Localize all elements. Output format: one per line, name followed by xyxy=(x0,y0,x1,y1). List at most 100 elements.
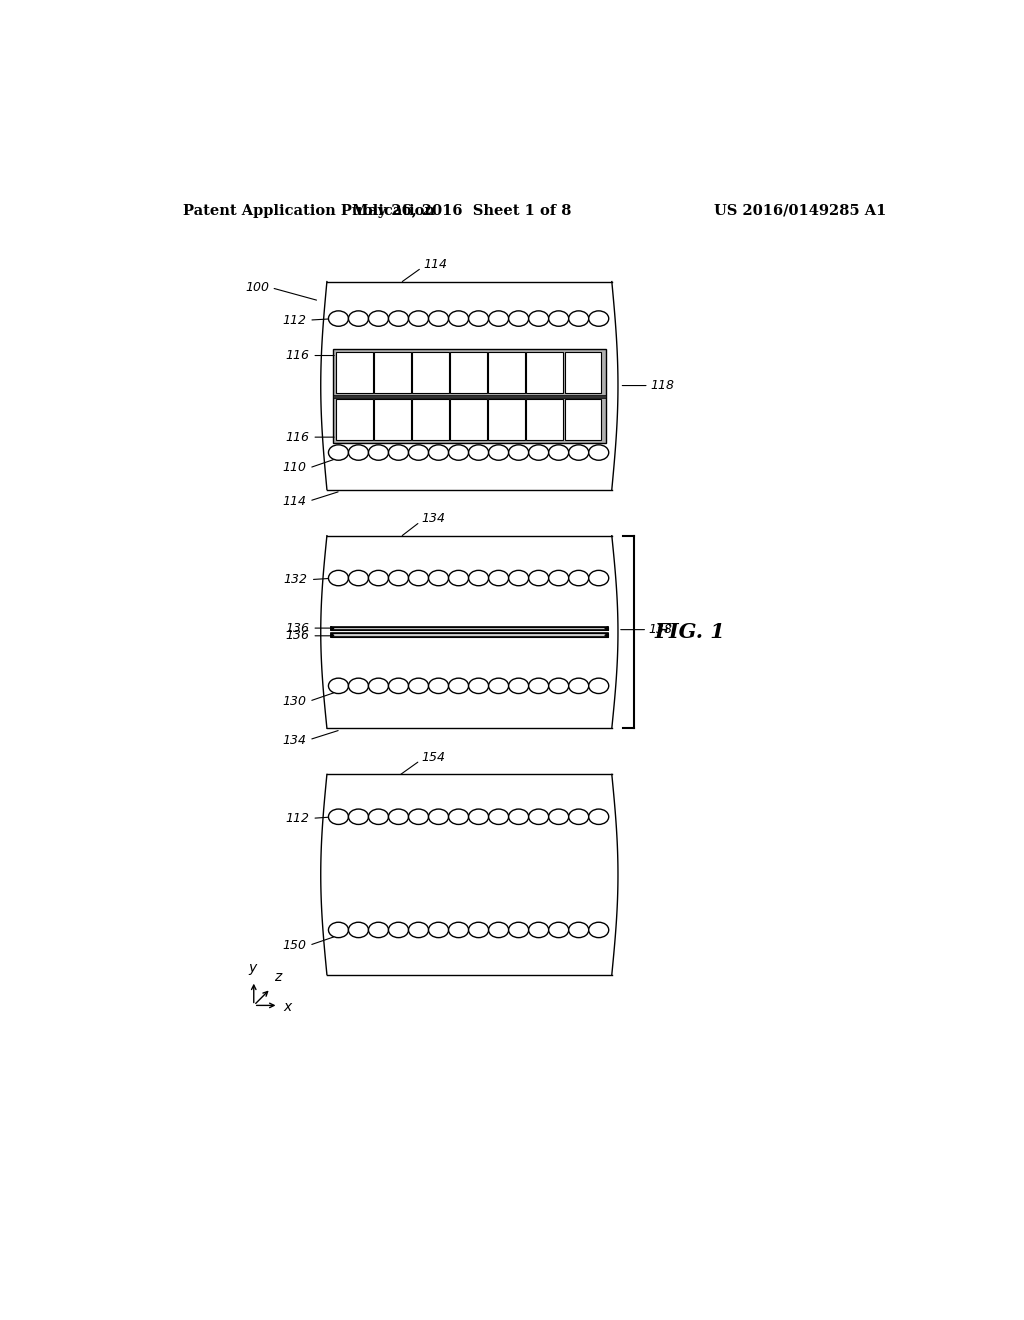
Text: 116: 116 xyxy=(286,430,309,444)
Ellipse shape xyxy=(409,923,429,937)
Ellipse shape xyxy=(429,445,449,461)
Bar xyxy=(564,400,601,441)
Text: 136: 136 xyxy=(286,622,309,635)
Bar xyxy=(374,400,411,441)
Bar xyxy=(526,352,563,393)
Ellipse shape xyxy=(509,809,528,825)
Ellipse shape xyxy=(449,312,469,326)
Text: y: y xyxy=(248,961,256,974)
Bar xyxy=(333,395,605,397)
Ellipse shape xyxy=(348,312,369,326)
Ellipse shape xyxy=(528,445,549,461)
Ellipse shape xyxy=(568,923,589,937)
Ellipse shape xyxy=(409,445,429,461)
Polygon shape xyxy=(605,634,608,638)
Ellipse shape xyxy=(469,445,488,461)
Ellipse shape xyxy=(488,923,509,937)
Ellipse shape xyxy=(509,923,528,937)
Bar xyxy=(336,352,373,393)
Text: 116: 116 xyxy=(286,348,309,362)
Ellipse shape xyxy=(329,923,348,937)
Ellipse shape xyxy=(388,570,409,586)
Ellipse shape xyxy=(369,809,388,825)
Text: 100: 100 xyxy=(245,281,269,294)
Ellipse shape xyxy=(589,312,608,326)
Ellipse shape xyxy=(369,570,388,586)
Ellipse shape xyxy=(589,678,608,693)
Bar xyxy=(336,400,373,441)
Ellipse shape xyxy=(329,570,348,586)
Bar xyxy=(488,352,525,393)
Ellipse shape xyxy=(369,678,388,693)
Ellipse shape xyxy=(348,445,369,461)
Text: x: x xyxy=(283,1001,291,1014)
Ellipse shape xyxy=(568,312,589,326)
Bar xyxy=(526,400,563,441)
Ellipse shape xyxy=(589,809,608,825)
Ellipse shape xyxy=(568,678,589,693)
Ellipse shape xyxy=(528,570,549,586)
Bar xyxy=(374,352,411,393)
Text: 118: 118 xyxy=(650,379,675,392)
Text: 132: 132 xyxy=(284,573,307,586)
Ellipse shape xyxy=(429,678,449,693)
Ellipse shape xyxy=(469,678,488,693)
Bar xyxy=(331,634,608,638)
Ellipse shape xyxy=(429,570,449,586)
Ellipse shape xyxy=(469,312,488,326)
Text: 150: 150 xyxy=(283,939,306,952)
Ellipse shape xyxy=(429,312,449,326)
Text: 136: 136 xyxy=(286,630,309,643)
Polygon shape xyxy=(331,627,334,631)
Text: 154: 154 xyxy=(422,751,445,764)
Bar xyxy=(564,352,601,393)
Ellipse shape xyxy=(589,445,608,461)
Ellipse shape xyxy=(549,923,568,937)
Ellipse shape xyxy=(568,570,589,586)
Ellipse shape xyxy=(528,678,549,693)
Ellipse shape xyxy=(469,923,488,937)
Ellipse shape xyxy=(469,809,488,825)
Ellipse shape xyxy=(549,445,568,461)
Ellipse shape xyxy=(429,809,449,825)
Ellipse shape xyxy=(449,570,469,586)
Ellipse shape xyxy=(369,445,388,461)
Ellipse shape xyxy=(409,570,429,586)
Ellipse shape xyxy=(449,445,469,461)
Ellipse shape xyxy=(388,312,409,326)
Bar xyxy=(327,281,611,490)
Ellipse shape xyxy=(488,678,509,693)
Bar xyxy=(413,352,449,393)
Ellipse shape xyxy=(409,312,429,326)
Ellipse shape xyxy=(488,809,509,825)
Ellipse shape xyxy=(568,445,589,461)
Bar xyxy=(451,400,486,441)
Ellipse shape xyxy=(509,445,528,461)
Ellipse shape xyxy=(549,570,568,586)
Ellipse shape xyxy=(469,570,488,586)
Ellipse shape xyxy=(348,570,369,586)
Text: 114: 114 xyxy=(423,259,447,271)
Bar xyxy=(327,775,611,974)
Ellipse shape xyxy=(388,809,409,825)
Ellipse shape xyxy=(409,809,429,825)
Ellipse shape xyxy=(488,445,509,461)
Bar xyxy=(333,350,605,444)
Text: May 26, 2016  Sheet 1 of 8: May 26, 2016 Sheet 1 of 8 xyxy=(352,203,571,218)
Ellipse shape xyxy=(488,312,509,326)
Polygon shape xyxy=(605,627,608,631)
Text: 110: 110 xyxy=(283,462,306,474)
Text: Patent Application Publication: Patent Application Publication xyxy=(183,203,435,218)
Text: 138: 138 xyxy=(649,623,673,636)
Text: 134: 134 xyxy=(283,734,306,747)
Text: 134: 134 xyxy=(422,512,445,525)
Ellipse shape xyxy=(549,809,568,825)
Ellipse shape xyxy=(568,809,589,825)
Ellipse shape xyxy=(528,312,549,326)
Bar xyxy=(488,400,525,441)
Ellipse shape xyxy=(549,312,568,326)
Ellipse shape xyxy=(369,923,388,937)
Text: 112: 112 xyxy=(283,314,306,326)
Ellipse shape xyxy=(509,678,528,693)
Ellipse shape xyxy=(348,809,369,825)
